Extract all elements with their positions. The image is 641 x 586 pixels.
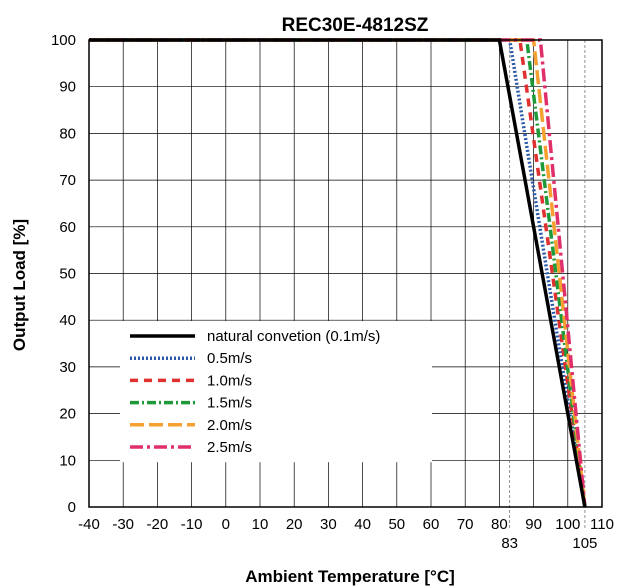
legend-background [120, 321, 432, 463]
chart-title: REC30E-4812SZ [282, 15, 429, 36]
x-tick-label: 90 [525, 516, 542, 533]
legend-label: 2.5m/s [207, 439, 252, 456]
y-tick-label: 30 [59, 359, 76, 376]
x-tick-label: 100 [555, 516, 580, 533]
x-tick-label: 0 [222, 516, 230, 533]
x-tick-label: -10 [181, 516, 203, 533]
y-tick-label: 20 [59, 406, 76, 423]
x-tick-label: -20 [147, 516, 169, 533]
x-tick-label: 110 [590, 516, 614, 533]
x-tick-label: 70 [457, 516, 474, 533]
x-tick-label-extra: 83 [501, 535, 518, 552]
x-tick-label: -30 [112, 516, 134, 533]
y-tick-label: 90 [59, 79, 76, 96]
y-tick-label: 50 [59, 266, 76, 283]
legend-label: 1.5m/s [207, 395, 252, 412]
y-tick-label: 70 [59, 172, 76, 189]
y-tick-labels: 0 10 20 30 40 50 60 70 80 90 100 [51, 32, 76, 516]
reference-lines [509, 40, 586, 529]
y-tick-label: 0 [68, 499, 76, 516]
plot-frame [88, 39, 603, 508]
legend-label: natural convetion (0.1m/s) [207, 328, 380, 345]
x-tick-label-extra: 105 [572, 535, 597, 552]
x-tick-label: 20 [286, 516, 303, 533]
y-tick-label: 100 [51, 32, 76, 49]
x-tick-label: 80 [491, 516, 508, 533]
legend-label: 0.5m/s [207, 350, 252, 367]
legend-label: 1.0m/s [207, 372, 252, 389]
y-tick-label: 10 [59, 452, 76, 469]
x-axis-label: Ambient Temperature [°C] [245, 567, 455, 586]
x-tick-label: 10 [252, 516, 269, 533]
y-tick-label: 80 [59, 125, 76, 142]
y-axis-label: Output Load [%] [10, 219, 29, 351]
x-tick-label: 30 [320, 516, 337, 533]
x-tick-label: 50 [388, 516, 405, 533]
x-tick-label: 60 [423, 516, 440, 533]
x-tick-label: 40 [354, 516, 371, 533]
x-tick-labels: -40 -30 -20 -10 0 10 20 30 40 50 60 70 80 90 100 110 83 1… [78, 516, 614, 552]
y-tick-label: 60 [59, 219, 76, 236]
y-tick-label: 40 [59, 312, 76, 329]
legend-label: 2.0m/s [207, 417, 252, 434]
x-tick-label: -40 [78, 516, 100, 533]
legend: natural convetion (0.1m/s) 0.5m/s 1.0m/s 1.… [120, 321, 432, 463]
